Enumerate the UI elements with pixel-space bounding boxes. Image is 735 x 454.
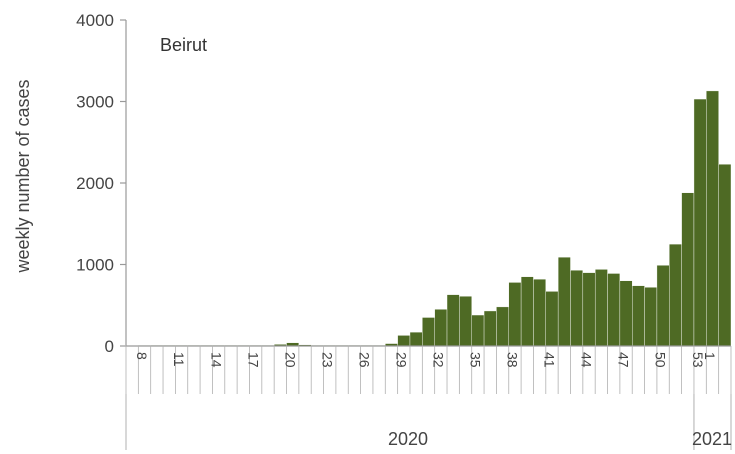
bar-week-50 xyxy=(644,287,658,347)
x-tick-label: 50 xyxy=(653,352,669,368)
x-tick-label: 17 xyxy=(245,352,261,368)
x-tick-label: 14 xyxy=(208,352,224,368)
bar-week-34 xyxy=(446,294,460,347)
x-tick-label: 47 xyxy=(616,352,632,368)
bar-week-32 xyxy=(422,317,435,347)
x-tick-label: 8 xyxy=(134,352,150,360)
x-tick-label: 26 xyxy=(356,352,372,368)
bar-week-47 xyxy=(607,273,621,347)
bar-week-53 xyxy=(681,192,695,347)
bar-week-48 xyxy=(619,280,633,347)
x-tick-label: 23 xyxy=(319,352,335,368)
bar-week-30 xyxy=(397,335,411,347)
bar-week-2 xyxy=(706,90,719,347)
x-tick-label: 38 xyxy=(505,352,521,368)
y-axis: 0 1000 2000 3000 4000 xyxy=(76,11,127,356)
bar-week-40 xyxy=(520,276,534,347)
bar-week-52 xyxy=(669,243,682,347)
bar-week-44 xyxy=(570,270,584,347)
x-tick-label: 1 xyxy=(702,352,718,360)
bar-week-3 xyxy=(718,164,732,347)
y-axis-title: weekly number of cases xyxy=(13,79,33,273)
bar-week-1 xyxy=(693,98,707,347)
y-tick-label: 3000 xyxy=(76,93,114,112)
x-tick-label: 32 xyxy=(431,352,447,368)
x-tick-label: 11 xyxy=(171,352,187,367)
year-label-2020: 2020 xyxy=(388,429,428,449)
year-label-2021: 2021 xyxy=(692,429,732,449)
chart-title: Beirut xyxy=(160,35,207,55)
y-tick-label: 2000 xyxy=(76,174,114,193)
x-tick-label: 44 xyxy=(579,352,595,368)
bar-week-42 xyxy=(545,291,559,347)
bar-week-37 xyxy=(483,310,497,347)
x-axis: 8 11 14 17 20 23 26 29 32 35 38 41 44 47 50 531 xyxy=(125,345,732,450)
bars xyxy=(125,90,732,347)
bar-week-46 xyxy=(594,269,608,347)
bar-week-49 xyxy=(632,285,645,347)
bar-week-45 xyxy=(582,272,596,347)
bar-week-36 xyxy=(471,314,485,347)
bar-week-41 xyxy=(533,278,546,347)
x-tick-label: 53 xyxy=(690,352,706,368)
bar-week-38 xyxy=(496,306,509,347)
bar-week-31 xyxy=(409,331,423,347)
bar-week-33 xyxy=(434,309,448,347)
bar-week-51 xyxy=(656,265,670,347)
x-tick-label: 41 xyxy=(542,352,558,368)
y-tick-label: 4000 xyxy=(76,11,114,30)
x-tick-label: 35 xyxy=(468,352,484,368)
y-tick-label: 0 xyxy=(105,337,114,356)
x-tick-label: 20 xyxy=(282,352,298,368)
x-tick-label: 29 xyxy=(393,352,409,368)
y-tick-label: 1000 xyxy=(76,256,114,275)
bar-week-43 xyxy=(557,256,571,347)
bar-week-35 xyxy=(459,296,472,347)
bar-week-39 xyxy=(508,282,522,347)
